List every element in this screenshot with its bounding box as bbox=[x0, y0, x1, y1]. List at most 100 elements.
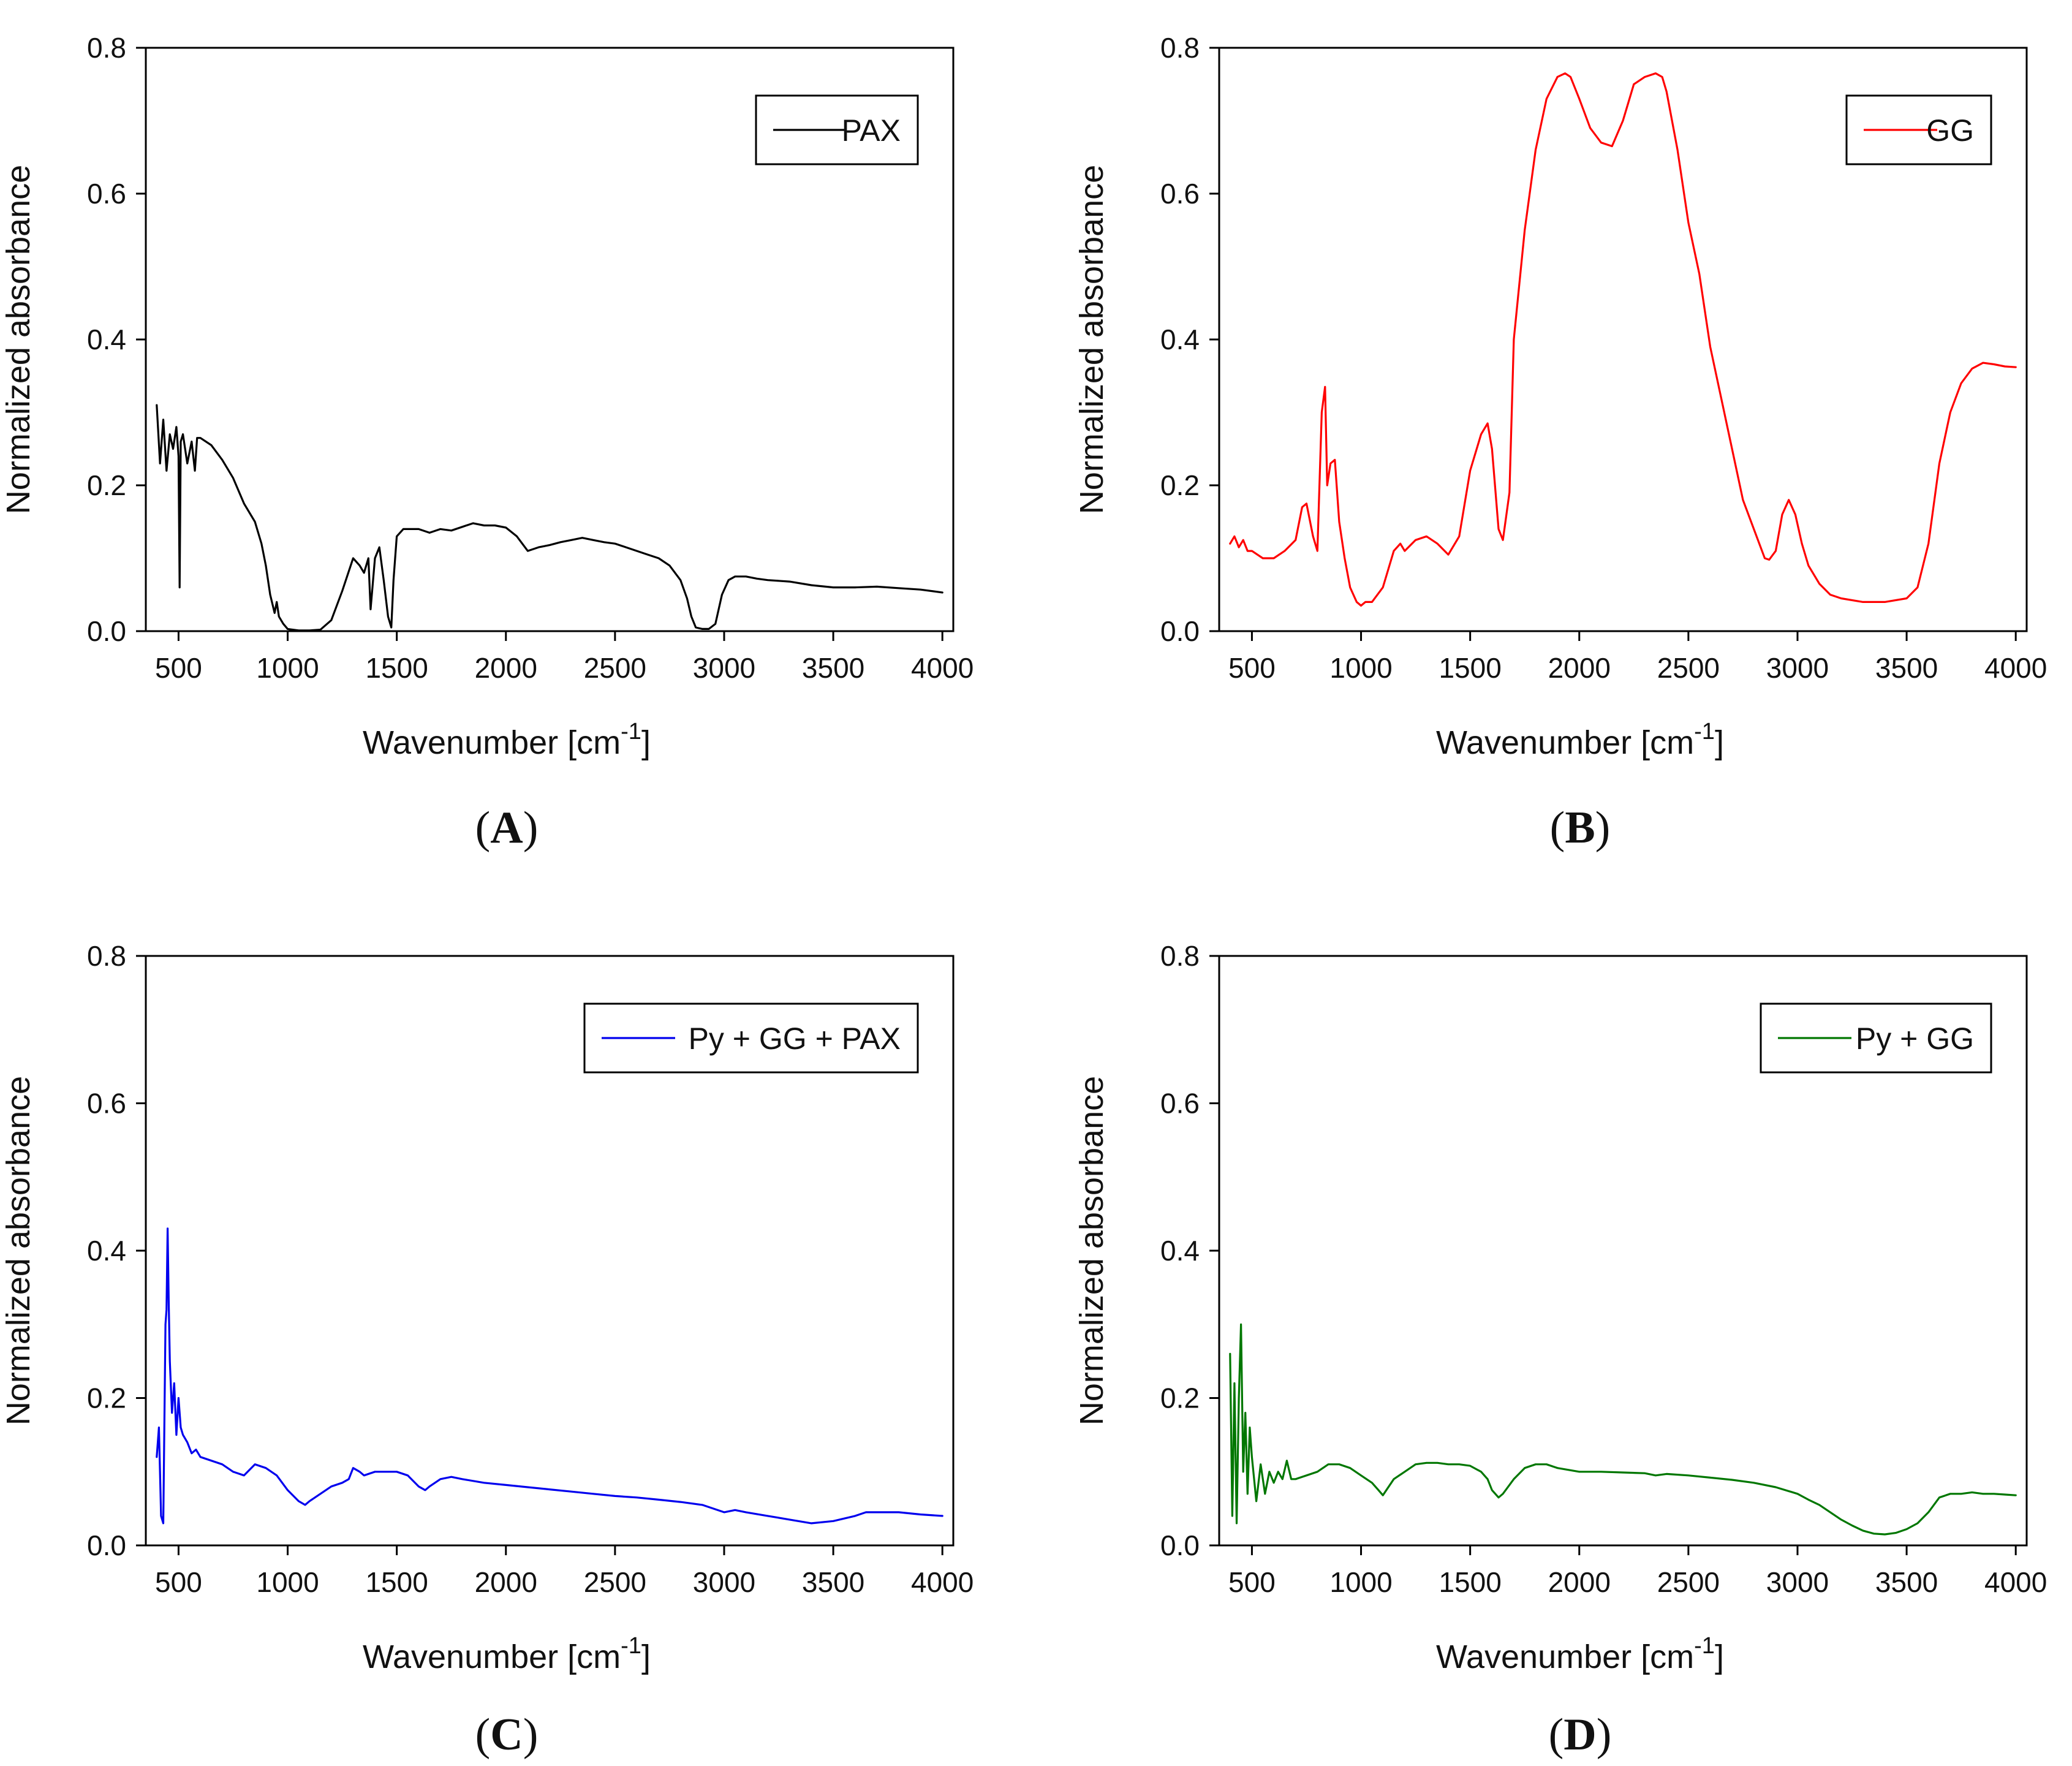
y-tick-label: 0.2 bbox=[1160, 1382, 1200, 1414]
panel-label-close-paren: ) bbox=[523, 803, 539, 853]
panel-label-open-paren: ( bbox=[475, 1710, 491, 1760]
x-axis-title-main: Wavenumber [cm bbox=[363, 724, 621, 761]
legend-label: GG bbox=[1926, 113, 1974, 148]
legend: Py + GG bbox=[1760, 1002, 1992, 1074]
panel-label-letter: D bbox=[1563, 1710, 1596, 1760]
x-axis-title-main: Wavenumber [cm bbox=[363, 1639, 621, 1675]
y-axis-title: Normalized absorbance bbox=[0, 1076, 37, 1425]
x-tick-label: 1000 bbox=[256, 1566, 319, 1598]
x-tick-label: 4000 bbox=[911, 652, 974, 684]
y-tick-label: 0.6 bbox=[1160, 1088, 1200, 1120]
x-tick-label: 1000 bbox=[1329, 1566, 1392, 1598]
legend: Py + GG + PAX bbox=[583, 1002, 919, 1074]
x-tick-label: 2000 bbox=[1548, 652, 1611, 684]
panel-label-letter: B bbox=[1565, 803, 1595, 853]
x-tick-label: 2000 bbox=[1548, 1566, 1611, 1598]
x-axis-title-close: ] bbox=[1715, 1639, 1724, 1675]
legend-label: Py + GG bbox=[1856, 1021, 1974, 1056]
x-tick-label: 3500 bbox=[802, 1566, 864, 1598]
y-tick-label: 0.8 bbox=[1160, 32, 1200, 64]
y-axis-title: Normalized absorbance bbox=[0, 165, 37, 514]
panel-label-letter: C bbox=[490, 1710, 523, 1760]
y-axis-title: Normalized absorbance bbox=[1073, 165, 1110, 514]
y-tick-label: 0.6 bbox=[87, 178, 126, 210]
x-tick-label: 500 bbox=[1228, 652, 1276, 684]
x-tick-label: 4000 bbox=[1984, 1566, 2047, 1598]
y-tick-label: 0.4 bbox=[1160, 324, 1200, 355]
x-tick-label: 4000 bbox=[911, 1566, 974, 1598]
x-tick-label: 2500 bbox=[1657, 1566, 1720, 1598]
x-axis-title: Wavenumber [cm-1] bbox=[363, 1633, 651, 1675]
x-tick-label: 3000 bbox=[693, 1566, 755, 1598]
series-line-py-gg bbox=[1229, 1323, 2017, 1536]
panel-label: (D) bbox=[1549, 1710, 1612, 1760]
x-axis-title-close: ] bbox=[641, 1639, 651, 1675]
x-axis-title-main: Wavenumber [cm bbox=[1436, 724, 1694, 761]
y-axis-title: Normalized absorbance bbox=[1073, 1076, 1110, 1425]
y-tick-label: 0.8 bbox=[1160, 940, 1200, 972]
x-tick-label: 1500 bbox=[365, 652, 428, 684]
series-line-py-gg-pax bbox=[156, 1227, 943, 1525]
x-tick-label: 3500 bbox=[802, 652, 864, 684]
panel-label: (A) bbox=[475, 803, 539, 853]
y-tick-label: 0.0 bbox=[1160, 615, 1200, 647]
series-line-pax bbox=[156, 404, 943, 632]
legend-label: PAX bbox=[842, 113, 901, 148]
x-tick-label: 4000 bbox=[1984, 652, 2047, 684]
x-tick-label: 3500 bbox=[1875, 1566, 1938, 1598]
y-tick-label: 0.4 bbox=[87, 1235, 126, 1267]
x-tick-label: 1500 bbox=[365, 1566, 428, 1598]
panel-label: (B) bbox=[1550, 803, 1611, 853]
x-tick-label: 3000 bbox=[1766, 652, 1829, 684]
y-tick-label: 0.2 bbox=[87, 1382, 126, 1414]
chart-panel-b: 0.0 0.2 0.4 0.6 0.8 500 1000 1500 2000 2500 3000 35… bbox=[1073, 32, 2047, 853]
y-tick-label: 0.8 bbox=[87, 32, 126, 64]
chart-panel-c: 0.0 0.2 0.4 0.6 0.8 500 1000 1500 2000 2500 3000 35… bbox=[0, 940, 974, 1760]
y-tick-label: 0.4 bbox=[1160, 1235, 1200, 1267]
legend: GG bbox=[1845, 94, 1992, 165]
panel-label-open-paren: ( bbox=[1550, 803, 1565, 853]
x-axis-title-main: Wavenumber [cm bbox=[1436, 1639, 1694, 1675]
legend-label: Py + GG + PAX bbox=[689, 1021, 901, 1056]
x-tick-label: 2500 bbox=[1657, 652, 1720, 684]
y-tick-label: 0.6 bbox=[1160, 178, 1200, 210]
x-tick-label: 1000 bbox=[256, 652, 319, 684]
legend: PAX bbox=[755, 94, 919, 165]
y-tick-label: 0.2 bbox=[87, 469, 126, 501]
x-axis-title-close: ] bbox=[641, 724, 651, 761]
x-tick-label: 3000 bbox=[693, 652, 755, 684]
x-axis-title-superscript: -1 bbox=[1694, 719, 1715, 745]
x-tick-label: 2000 bbox=[475, 1566, 537, 1598]
x-axis-title-superscript: -1 bbox=[1694, 1633, 1715, 1659]
x-tick-label: 2500 bbox=[584, 1566, 646, 1598]
panel-label-close-paren: ) bbox=[1595, 803, 1611, 853]
x-axis-title: Wavenumber [cm-1] bbox=[1436, 719, 1724, 761]
x-tick-label: 2000 bbox=[475, 652, 537, 684]
x-tick-label: 1500 bbox=[1439, 652, 1501, 684]
panel-label-close-paren: ) bbox=[1597, 1710, 1612, 1760]
panel-label: (C) bbox=[475, 1710, 539, 1760]
panel-label-letter: A bbox=[490, 803, 523, 853]
panel-label-open-paren: ( bbox=[475, 803, 491, 853]
x-tick-label: 500 bbox=[155, 1566, 202, 1598]
y-tick-label: 0.6 bbox=[87, 1088, 126, 1120]
x-axis-title: Wavenumber [cm-1] bbox=[1436, 1633, 1724, 1675]
x-axis-title-close: ] bbox=[1715, 724, 1724, 761]
panel-label-close-paren: ) bbox=[523, 1710, 539, 1760]
x-axis-title: Wavenumber [cm-1] bbox=[363, 719, 651, 761]
y-tick-label: 0.2 bbox=[1160, 469, 1200, 501]
x-tick-label: 1500 bbox=[1439, 1566, 1501, 1598]
x-axis-title-superscript: -1 bbox=[621, 1633, 641, 1659]
x-tick-label: 3500 bbox=[1875, 652, 1938, 684]
chart-panel-d: 0.0 0.2 0.4 0.6 0.8 500 1000 1500 2000 2500 3000 35… bbox=[1073, 940, 2047, 1760]
x-axis-title-superscript: -1 bbox=[621, 719, 641, 745]
x-tick-label: 2500 bbox=[584, 652, 646, 684]
x-tick-label: 1000 bbox=[1329, 652, 1392, 684]
y-tick-label: 0.0 bbox=[1160, 1529, 1200, 1561]
y-tick-label: 0.0 bbox=[87, 1529, 126, 1561]
series-line-gg bbox=[1229, 72, 2017, 607]
x-tick-label: 3000 bbox=[1766, 1566, 1829, 1598]
panel-label-open-paren: ( bbox=[1549, 1710, 1564, 1760]
y-tick-label: 0.4 bbox=[87, 324, 126, 355]
